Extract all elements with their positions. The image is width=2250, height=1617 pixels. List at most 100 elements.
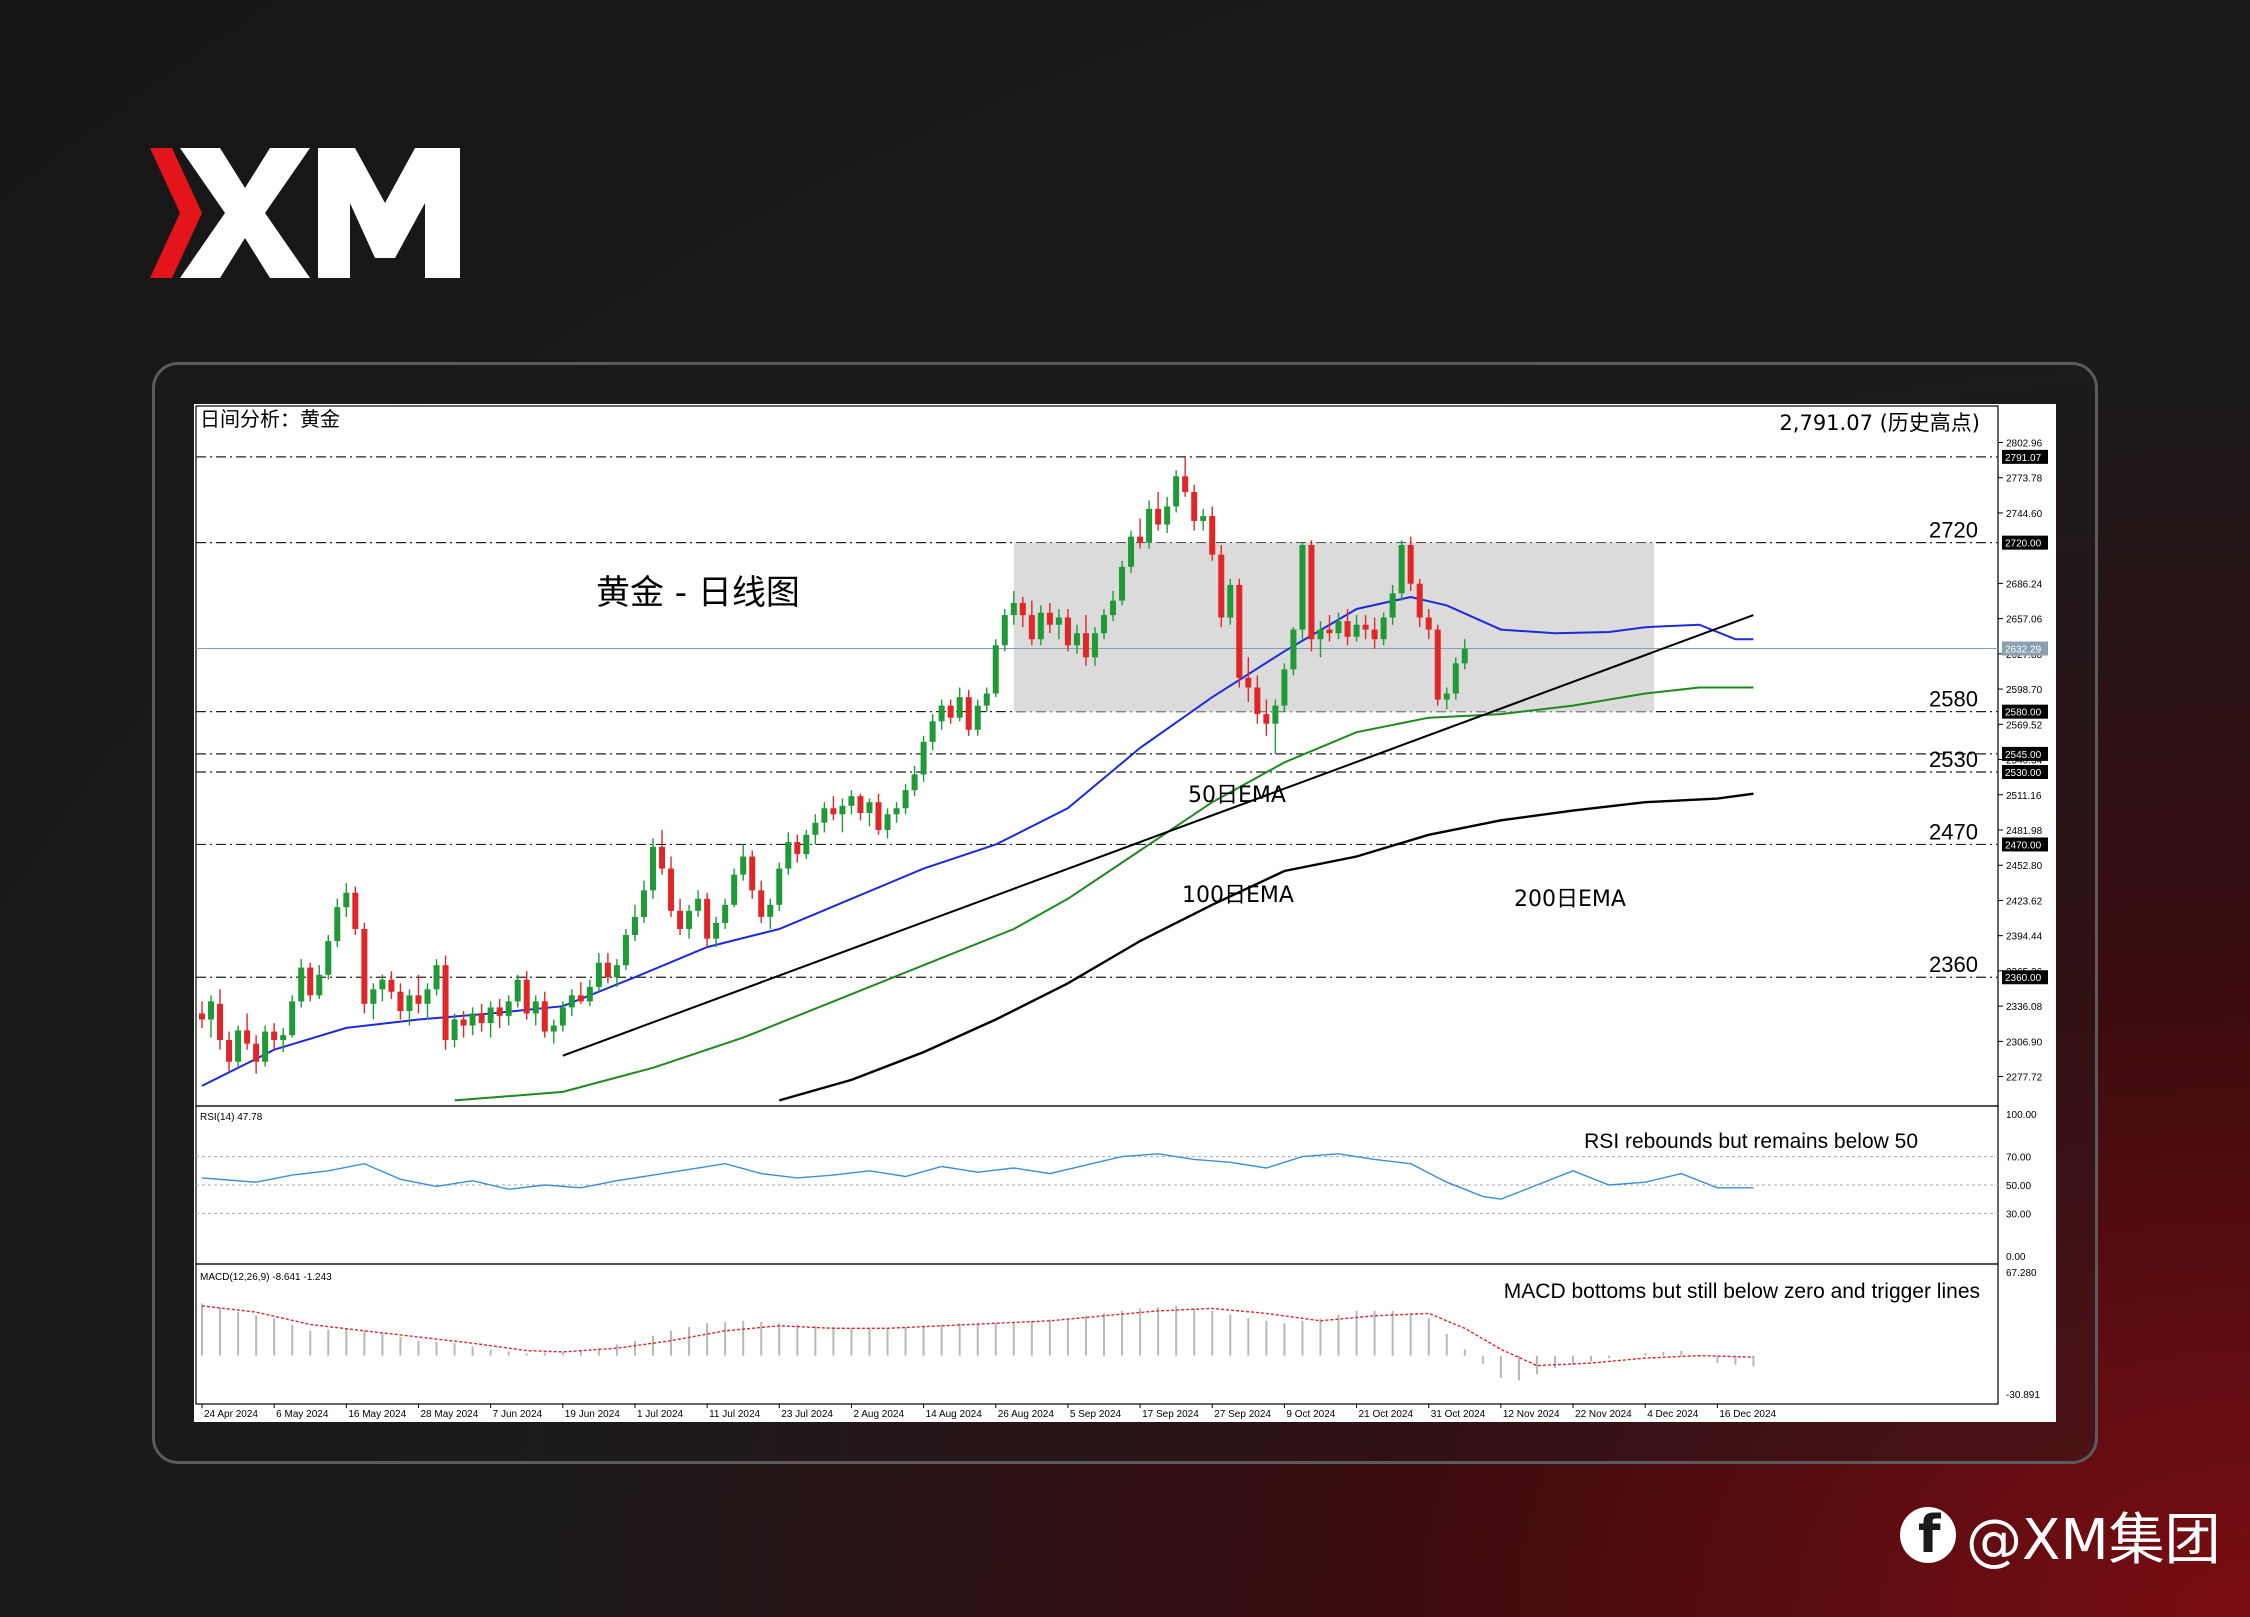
candle-body [1019, 603, 1026, 616]
candle-body [1434, 629, 1441, 700]
candle-body [244, 1030, 251, 1044]
macd-tick-label: -30.891 [2006, 1390, 2040, 1401]
candle-body [686, 910, 693, 929]
candle-body [1416, 583, 1423, 618]
candle-body [514, 979, 521, 1002]
candle-body [577, 995, 584, 1002]
candle-body [1254, 687, 1261, 715]
price-tick-label: 2686.24 [2006, 579, 2043, 590]
price-tick-label: 2336.08 [2006, 1002, 2043, 1013]
chart-subtitle: 黄金 - 日线图 [596, 573, 800, 613]
x-tick-label: 14 Aug 2024 [926, 1409, 983, 1420]
candle-body [704, 898, 711, 939]
x-tick-label: 9 Oct 2024 [1286, 1409, 1335, 1420]
social-handle-text: @XM集团 [1966, 1507, 2221, 1573]
candle-body [271, 1031, 278, 1041]
candle-body [659, 846, 666, 869]
candle-body [586, 986, 593, 1002]
candle-body [668, 868, 675, 911]
candle-body [920, 741, 927, 775]
candle-body [640, 890, 647, 917]
rsi-annotation: RSI rebounds but remains below 50 [1584, 1130, 1918, 1153]
candle-body [280, 1035, 287, 1041]
rsi-label: RSI(14) 47.78 [200, 1112, 263, 1123]
candle-body [208, 1001, 215, 1020]
candle-body [857, 796, 864, 814]
xm-logo [150, 148, 460, 278]
price-box-label: 2545.00 [2005, 750, 2042, 761]
candle-body [235, 1030, 242, 1062]
candle-body [812, 822, 819, 835]
price-box [2002, 746, 2048, 761]
price-tick-label: 2773.78 [2006, 474, 2043, 485]
candle-body [1425, 617, 1432, 630]
candle-body [893, 808, 900, 815]
x-tick-label: 28 May 2024 [420, 1409, 478, 1420]
candle-body [1128, 536, 1135, 567]
candle-body [532, 1001, 539, 1014]
candle-body [1371, 629, 1378, 640]
candle-body [1299, 545, 1306, 630]
price-tick-label: 2540.34 [2006, 756, 2043, 767]
social-handle: f @XM集团 [1900, 1500, 2221, 1573]
candle-body [1082, 633, 1089, 658]
x-tick-label: 7 Jun 2024 [493, 1409, 543, 1420]
rsi-line [201, 1153, 1754, 1200]
candle-body [451, 1019, 458, 1041]
candle-body [695, 898, 702, 911]
candle-body [568, 995, 575, 1008]
macd-annotation: MACD bottoms but still below zero and tr… [1504, 1280, 1980, 1303]
candle-body [433, 965, 440, 990]
candle-body [911, 774, 918, 791]
x-tick-label: 26 Aug 2024 [998, 1409, 1055, 1420]
candle-body [947, 705, 954, 718]
candle-body [397, 991, 404, 1012]
price-box [2002, 765, 2048, 780]
ema200-annotation: 200日EMA [1514, 887, 1626, 912]
candle-body [487, 1007, 494, 1024]
candle-body [523, 979, 530, 1014]
level-label: 2470 [1929, 819, 1978, 844]
macd-label: MACD(12,26,9) -8.641 -1.243 [200, 1272, 332, 1283]
candle-body [226, 1040, 233, 1062]
candle-body [1101, 615, 1107, 634]
x-tick-label: 27 Sep 2024 [1214, 1409, 1271, 1420]
x-tick-label: 17 Sep 2024 [1142, 1409, 1199, 1420]
x-tick-label: 19 Jun 2024 [565, 1409, 620, 1420]
candle-body [848, 796, 855, 806]
candle-body [559, 1007, 566, 1026]
logo-letter-m [318, 148, 460, 278]
candle-body [361, 928, 368, 1004]
candle-body [406, 995, 413, 1012]
price-box-label: 2360.00 [2005, 973, 2042, 984]
price-box-label: 2530.00 [2005, 768, 2042, 779]
price-tick-label: 2598.70 [2006, 685, 2043, 696]
candle-body [262, 1031, 269, 1062]
candle-body [875, 802, 882, 830]
candle-body [415, 995, 422, 1004]
candle-body [776, 868, 783, 905]
x-tick-label: 6 May 2024 [276, 1409, 329, 1420]
x-tick-label: 2 Aug 2024 [853, 1409, 904, 1420]
price-tick-label: 2306.90 [2006, 1037, 2043, 1048]
facebook-icon: f [1900, 1505, 1956, 1565]
ema200-line [778, 792, 1754, 1102]
price-tick-label: 2744.60 [2006, 509, 2043, 520]
x-tick-label: 16 Dec 2024 [1719, 1409, 1776, 1420]
price-box [2002, 449, 2048, 464]
candle-body [505, 1001, 512, 1016]
candle-body [388, 979, 395, 992]
candle-body [785, 842, 792, 869]
price-tick-label: 2569.52 [2006, 720, 2043, 731]
x-tick-label: 22 Nov 2024 [1575, 1409, 1632, 1420]
candle-body [713, 922, 720, 939]
x-tick-label: 1 Jul 2024 [637, 1409, 684, 1420]
x-tick-label: 16 May 2024 [348, 1409, 406, 1420]
candle-body [379, 979, 386, 990]
candle-body [595, 962, 602, 987]
rsi-tick-label: 70.00 [2006, 1153, 2031, 1164]
candle-body [1155, 508, 1162, 525]
price-box [2002, 970, 2048, 985]
rsi-tick-label: 30.00 [2006, 1209, 2031, 1220]
candle-body [1362, 624, 1369, 630]
